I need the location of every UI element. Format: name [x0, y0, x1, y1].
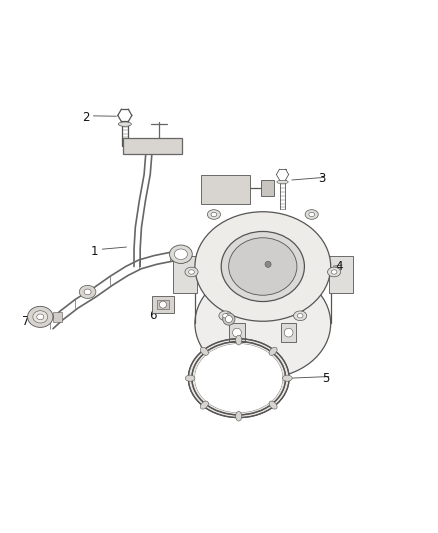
Circle shape [284, 328, 293, 337]
Ellipse shape [195, 344, 283, 413]
Circle shape [265, 261, 271, 268]
Ellipse shape [309, 212, 314, 217]
Circle shape [225, 316, 232, 322]
Ellipse shape [189, 270, 194, 274]
Ellipse shape [200, 348, 208, 356]
FancyBboxPatch shape [229, 324, 245, 342]
FancyBboxPatch shape [261, 180, 274, 196]
Ellipse shape [84, 289, 91, 295]
FancyBboxPatch shape [152, 296, 174, 313]
Ellipse shape [37, 314, 44, 320]
Ellipse shape [229, 238, 297, 295]
Text: 6: 6 [149, 309, 157, 322]
Text: 3: 3 [318, 172, 325, 185]
Circle shape [223, 313, 235, 325]
Ellipse shape [118, 122, 131, 126]
Ellipse shape [277, 180, 288, 184]
Text: 1: 1 [90, 245, 98, 257]
Ellipse shape [200, 401, 208, 409]
Circle shape [233, 328, 241, 337]
Ellipse shape [283, 375, 292, 381]
FancyBboxPatch shape [328, 255, 353, 293]
Ellipse shape [185, 267, 198, 277]
Ellipse shape [328, 267, 341, 277]
Text: 4: 4 [336, 260, 343, 273]
Ellipse shape [297, 313, 303, 318]
Circle shape [159, 301, 166, 308]
Text: 2: 2 [81, 111, 89, 124]
Ellipse shape [79, 285, 96, 298]
Ellipse shape [174, 249, 187, 260]
Ellipse shape [170, 245, 192, 263]
Ellipse shape [219, 311, 232, 320]
FancyBboxPatch shape [281, 324, 297, 342]
Ellipse shape [207, 209, 220, 219]
Text: 5: 5 [323, 372, 330, 385]
Ellipse shape [188, 339, 289, 418]
Ellipse shape [236, 411, 242, 421]
FancyBboxPatch shape [157, 300, 169, 309]
Ellipse shape [305, 209, 318, 219]
Ellipse shape [269, 401, 277, 409]
Ellipse shape [195, 212, 331, 321]
Ellipse shape [185, 375, 195, 381]
Ellipse shape [221, 231, 304, 302]
Ellipse shape [269, 348, 277, 356]
Ellipse shape [223, 313, 228, 318]
Ellipse shape [236, 335, 242, 345]
FancyBboxPatch shape [53, 312, 62, 322]
FancyBboxPatch shape [123, 138, 182, 154]
FancyBboxPatch shape [173, 255, 197, 293]
Ellipse shape [331, 270, 337, 274]
Ellipse shape [195, 269, 331, 378]
Ellipse shape [33, 311, 48, 323]
FancyBboxPatch shape [201, 174, 250, 204]
Ellipse shape [293, 311, 307, 320]
Ellipse shape [211, 212, 217, 217]
Text: 7: 7 [21, 315, 29, 328]
Ellipse shape [28, 306, 53, 327]
